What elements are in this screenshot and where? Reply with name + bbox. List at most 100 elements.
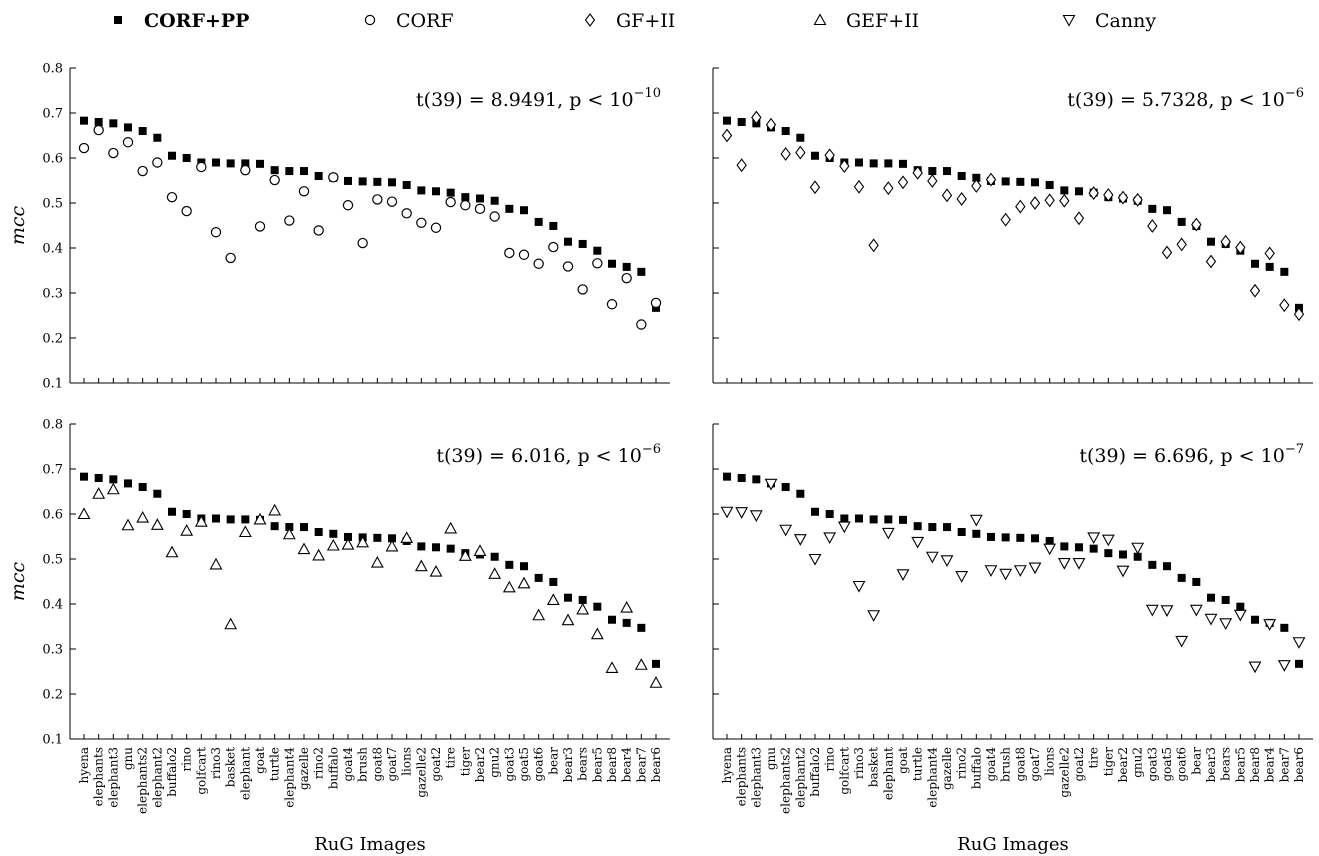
point-corf-bear2: [475, 204, 484, 213]
point-corf-pp-buffalo2: [168, 152, 176, 160]
point-corf-pp-gazelle2: [1060, 186, 1068, 194]
point-canny-bears: [1220, 619, 1231, 629]
point-corf-pp-turtle: [914, 522, 922, 530]
category-label-goat5: goat5: [1160, 747, 1174, 782]
point-gf-ii-lions: [1045, 194, 1054, 206]
point-gf-ii-elephant2: [796, 147, 805, 159]
point-corf-pp-goat3: [1148, 561, 1156, 569]
point-gef-ii-goat2: [431, 566, 442, 576]
legend-label-gf-ii: GF+II: [616, 10, 675, 32]
category-label-rino: rino: [180, 747, 194, 772]
point-corf-pp-tiger: [461, 193, 469, 201]
point-corf-pp-elephants: [95, 118, 103, 126]
point-corf-bear8: [607, 300, 616, 309]
point-corf-elephants: [94, 126, 103, 135]
category-label-bear3: bear3: [1204, 747, 1218, 782]
category-label-bear7: bear7: [634, 747, 648, 782]
point-gef-ii-bear2: [475, 545, 486, 555]
point-corf-pp-rino2: [958, 172, 966, 180]
y-tick-label: 0.7: [42, 463, 63, 478]
category-label-bear6: bear6: [1292, 747, 1306, 782]
category-label-bear3: bear3: [561, 747, 575, 782]
point-corf-pp-elephant4: [928, 523, 936, 531]
category-label-buffalo2: buffalo2: [808, 747, 822, 797]
significance-annotation: t(39) = 6.696, p < 10−7: [1079, 442, 1304, 467]
point-corf-pp-buffalo: [972, 530, 980, 538]
category-label-hyena: hyena: [77, 747, 91, 784]
point-corf-goat5: [519, 250, 528, 259]
series-corf: [79, 126, 660, 330]
point-corf-pp-gazelle2: [417, 542, 425, 550]
panel-gf-ii: t(39) = 5.7328, p < 10−6: [713, 68, 1313, 383]
category-label-goat3: goat3: [1145, 747, 1159, 782]
point-canny-buffalo: [971, 515, 982, 525]
y-tick-label: 0.8: [42, 418, 63, 433]
point-gf-ii-gazelle: [943, 189, 952, 201]
point-corf-buffalo: [329, 173, 338, 182]
point-corf-bear5: [593, 259, 602, 268]
category-label-elephant3: elephant3: [749, 747, 763, 808]
point-canny-goat4: [986, 566, 997, 576]
y-tick-label: 0.4: [42, 598, 63, 613]
point-corf-pp-golfcart: [840, 515, 848, 523]
point-gef-ii-turtle: [269, 505, 280, 515]
point-corf-pp-rino3: [212, 159, 220, 167]
point-gef-ii-tire: [445, 523, 456, 533]
y-tick-label: 0.6: [42, 152, 63, 167]
y-tick-label: 0.5: [42, 553, 63, 568]
point-corf-pp-goat4: [344, 177, 352, 185]
point-canny-tiger: [1103, 535, 1114, 545]
point-gef-ii-goat8: [372, 557, 383, 567]
point-corf-pp-gazelle: [300, 523, 308, 531]
point-corf-pp-bear5: [593, 603, 601, 611]
point-corf-pp-turtle: [271, 522, 279, 530]
point-canny-gazelle2: [1059, 559, 1070, 569]
point-corf-pp-bear6: [1295, 660, 1303, 668]
significance-annotation: t(39) = 6.016, p < 10−6: [436, 442, 661, 467]
point-canny-turtle: [912, 537, 923, 547]
panel-corf: 0.10.20.30.40.50.60.70.8mcct(39) = 8.949…: [7, 62, 670, 392]
significance-annotation: t(39) = 5.7328, p < 10−6: [1067, 86, 1304, 111]
category-label-tiger: tiger: [458, 747, 472, 776]
legend-item-corf-pp: CORF+PP: [114, 10, 249, 32]
point-gef-ii-goat3: [504, 582, 515, 592]
x-axis-label: RuG Images: [957, 834, 1069, 855]
point-corf-pp-goat5: [1163, 562, 1171, 570]
category-label-goat6: goat6: [532, 747, 546, 782]
point-corf-pp-goat3: [505, 561, 513, 569]
point-corf-goat3: [505, 248, 514, 257]
point-corf-goat8: [373, 195, 382, 204]
point-canny-brush: [1000, 569, 1011, 579]
point-corf-pp-bears: [579, 240, 587, 248]
point-corf-pp-elephant: [241, 515, 249, 523]
category-label-tiger: tiger: [1101, 747, 1115, 776]
category-label-gnu2: gnu2: [1131, 747, 1145, 778]
y-tick-label: 0.1: [42, 733, 63, 748]
point-corf-pp-bear6: [652, 660, 660, 668]
point-canny-bear8: [1250, 662, 1261, 672]
point-corf-pp-bear5: [1236, 603, 1244, 611]
point-canny-bear5: [1235, 610, 1246, 620]
category-label-gazelle: gazelle: [297, 747, 311, 790]
point-gf-ii-goat8: [1016, 201, 1025, 213]
y-tick-label: 0.5: [42, 197, 63, 212]
category-label-goat2: goat2: [429, 747, 443, 782]
point-corf-pp-goat6: [1178, 218, 1186, 226]
point-corf-pp-goat8: [373, 534, 381, 542]
point-corf-pp-goat3: [505, 205, 513, 213]
point-corf-pp-rino3: [855, 515, 863, 523]
category-label-rino3: rino3: [209, 747, 223, 779]
point-canny-goat2: [1074, 559, 1085, 569]
x-axis-label: RuG Images: [314, 834, 426, 855]
point-corf-hyena: [79, 144, 88, 153]
point-corf-pp-hyena: [80, 473, 88, 481]
point-corf-tiger: [461, 201, 470, 210]
point-corf-bear6: [651, 298, 660, 307]
point-corf-pp-hyena: [723, 473, 731, 481]
category-label-lions: lions: [1043, 747, 1057, 776]
point-corf-goat2: [431, 223, 440, 232]
point-corf-pp-goat8: [373, 178, 381, 186]
category-label-basket: basket: [224, 747, 238, 787]
point-corf-pp-basket: [870, 159, 878, 167]
